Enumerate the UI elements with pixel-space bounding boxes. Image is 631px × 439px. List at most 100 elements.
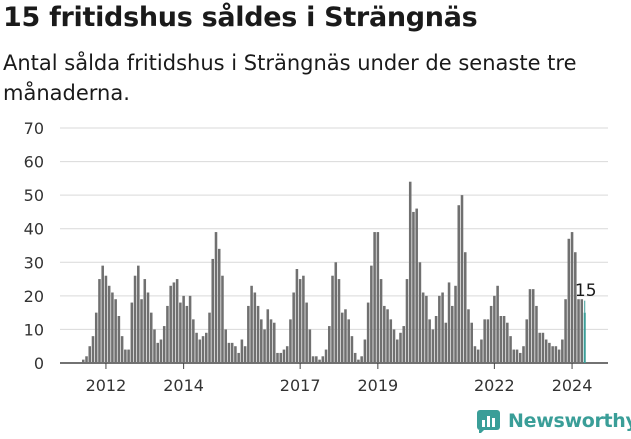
bar: [340, 312, 344, 363]
bar: [256, 305, 260, 363]
bar: [192, 319, 195, 363]
bar: [198, 339, 202, 363]
bar: [149, 312, 153, 363]
bar: [399, 332, 402, 363]
bar: [308, 329, 312, 363]
bar: [188, 295, 192, 363]
bar: [444, 322, 448, 363]
x-tick-label: 2019: [357, 376, 398, 395]
bar: [305, 302, 308, 363]
bar: [408, 181, 412, 363]
bar: [506, 322, 509, 363]
bar: [234, 346, 237, 363]
bar: [166, 305, 169, 363]
bar: [127, 349, 130, 363]
bar: [227, 342, 231, 363]
bar: [253, 292, 257, 363]
bar: [328, 326, 331, 363]
x-tick-label: 2017: [280, 376, 321, 395]
bar: [140, 299, 143, 363]
y-tick-label: 40: [24, 220, 44, 239]
bar: [392, 329, 396, 363]
bar: [201, 336, 205, 363]
bar: [463, 252, 467, 363]
bar: [124, 349, 127, 363]
bar: [85, 356, 88, 363]
bar: [224, 329, 227, 363]
bar: [133, 275, 137, 363]
bar: [389, 319, 393, 363]
bar: [169, 285, 172, 363]
bar: [114, 299, 117, 363]
bar: [243, 346, 247, 363]
bar: [402, 326, 406, 363]
x-tick-label: 2024: [552, 376, 593, 395]
bar: [583, 312, 586, 363]
x-axis-ticks: 2012 2014 2017 2019 2022 2024: [86, 363, 593, 395]
bar: [318, 359, 321, 363]
bar: [370, 265, 373, 363]
bar: [214, 232, 218, 363]
bar: [548, 342, 551, 363]
bar: [460, 195, 464, 363]
bar: [247, 305, 250, 363]
bar: [383, 305, 386, 363]
bar: [425, 295, 428, 363]
bar: [493, 295, 496, 363]
bar: [334, 262, 338, 363]
bar: [366, 302, 370, 363]
bar: [574, 252, 577, 363]
bar: [315, 356, 318, 363]
bar: [107, 285, 111, 363]
bar: [321, 356, 325, 363]
bar: [480, 339, 483, 363]
bar: [263, 329, 266, 363]
bar: [130, 302, 134, 363]
bar: [211, 258, 215, 363]
bar: [431, 329, 435, 363]
newsworthy-logo: Newsworthy: [476, 409, 631, 433]
bar: [470, 322, 473, 363]
y-tick-label: 20: [24, 287, 44, 306]
bar: [567, 238, 571, 363]
bar: [405, 279, 409, 363]
x-tick-label: 2014: [163, 376, 204, 395]
bar: [473, 346, 477, 363]
bar: [528, 289, 532, 363]
bar: [111, 292, 114, 363]
bar: [172, 282, 176, 363]
bar: [570, 232, 574, 363]
bar: [98, 279, 101, 363]
bar: [421, 292, 425, 363]
y-tick-label: 60: [24, 153, 44, 172]
bar: [311, 356, 315, 363]
bar: [344, 309, 347, 363]
bar: [360, 356, 363, 363]
brand-name: Newsworthy: [508, 410, 631, 432]
bar: [357, 359, 360, 363]
bar: [156, 342, 159, 363]
bar: [486, 319, 490, 363]
bar: [162, 326, 166, 363]
bar: [146, 292, 150, 363]
bar: [515, 349, 519, 363]
bar: [564, 299, 567, 363]
bar: [302, 275, 305, 363]
bar: [289, 319, 292, 363]
bar: [295, 269, 299, 363]
bar: [101, 265, 104, 363]
bar: [434, 316, 438, 363]
bar: [551, 346, 554, 363]
bar: [88, 346, 92, 363]
bar: [337, 279, 341, 363]
bar: [496, 285, 499, 363]
y-tick-label: 0: [34, 354, 44, 373]
bar: [386, 309, 389, 363]
bar: [363, 339, 367, 363]
bar: [240, 339, 244, 363]
bar: [175, 279, 179, 363]
bar: [554, 346, 558, 363]
bar: [418, 262, 422, 363]
y-tick-label: 50: [24, 186, 44, 205]
